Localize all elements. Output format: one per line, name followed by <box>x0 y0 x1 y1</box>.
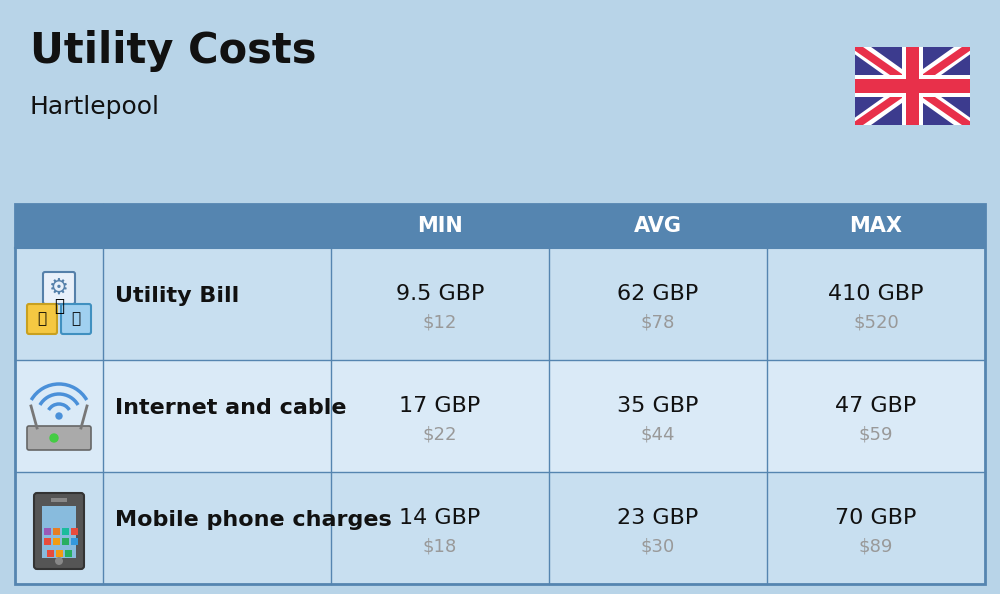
Text: MIN: MIN <box>417 216 463 236</box>
Text: 🔌: 🔌 <box>37 311 47 327</box>
Bar <box>855 47 970 125</box>
FancyBboxPatch shape <box>27 426 91 450</box>
Text: 🧑: 🧑 <box>54 297 64 315</box>
Polygon shape <box>855 47 970 125</box>
Bar <box>65 550 72 557</box>
Bar <box>15 360 985 472</box>
FancyBboxPatch shape <box>34 493 84 569</box>
Text: 70 GBP: 70 GBP <box>835 508 917 528</box>
FancyBboxPatch shape <box>43 272 75 304</box>
Text: ⚙: ⚙ <box>49 278 69 298</box>
Text: $44: $44 <box>641 425 675 443</box>
Text: 23 GBP: 23 GBP <box>617 508 699 528</box>
Bar <box>15 472 985 584</box>
Polygon shape <box>855 47 970 125</box>
Bar <box>47 550 54 557</box>
Circle shape <box>50 434 58 442</box>
Text: $59: $59 <box>859 425 893 443</box>
FancyBboxPatch shape <box>27 304 57 334</box>
Bar <box>15 204 985 584</box>
Polygon shape <box>855 47 970 125</box>
Bar <box>855 79 970 93</box>
Bar <box>51 498 67 502</box>
Bar <box>71 528 78 535</box>
Text: 🚿: 🚿 <box>71 311 81 327</box>
Bar <box>44 528 51 535</box>
Text: $18: $18 <box>423 537 457 555</box>
Bar <box>15 248 985 360</box>
Text: 410 GBP: 410 GBP <box>828 284 924 304</box>
Text: $12: $12 <box>423 313 457 331</box>
FancyBboxPatch shape <box>61 304 91 334</box>
Bar <box>855 75 970 97</box>
Text: Internet and cable: Internet and cable <box>115 398 347 418</box>
Bar <box>902 47 923 125</box>
Text: AVG: AVG <box>634 216 682 236</box>
Text: $89: $89 <box>859 537 893 555</box>
Bar <box>62 538 69 545</box>
Text: Mobile phone charges: Mobile phone charges <box>115 510 392 530</box>
Bar <box>62 528 69 535</box>
Text: Utility Bill: Utility Bill <box>115 286 239 306</box>
Bar <box>53 528 60 535</box>
Text: $30: $30 <box>641 537 675 555</box>
Text: Utility Costs: Utility Costs <box>30 30 316 72</box>
Text: Hartlepool: Hartlepool <box>30 95 160 119</box>
Text: 17 GBP: 17 GBP <box>399 396 481 416</box>
Text: 14 GBP: 14 GBP <box>399 508 481 528</box>
Circle shape <box>55 557 63 565</box>
Bar <box>71 538 78 545</box>
Bar <box>56 550 63 557</box>
Text: MAX: MAX <box>850 216 902 236</box>
Bar <box>906 47 919 125</box>
Text: $78: $78 <box>641 313 675 331</box>
Polygon shape <box>855 47 970 125</box>
Text: 62 GBP: 62 GBP <box>617 284 699 304</box>
Bar <box>44 538 51 545</box>
Bar <box>855 47 970 125</box>
Text: 35 GBP: 35 GBP <box>617 396 699 416</box>
Text: 9.5 GBP: 9.5 GBP <box>396 284 484 304</box>
Bar <box>42 506 76 558</box>
Text: $520: $520 <box>853 313 899 331</box>
Text: $22: $22 <box>423 425 457 443</box>
Bar <box>15 204 985 248</box>
Circle shape <box>56 413 62 419</box>
Bar <box>53 538 60 545</box>
Text: 47 GBP: 47 GBP <box>835 396 917 416</box>
